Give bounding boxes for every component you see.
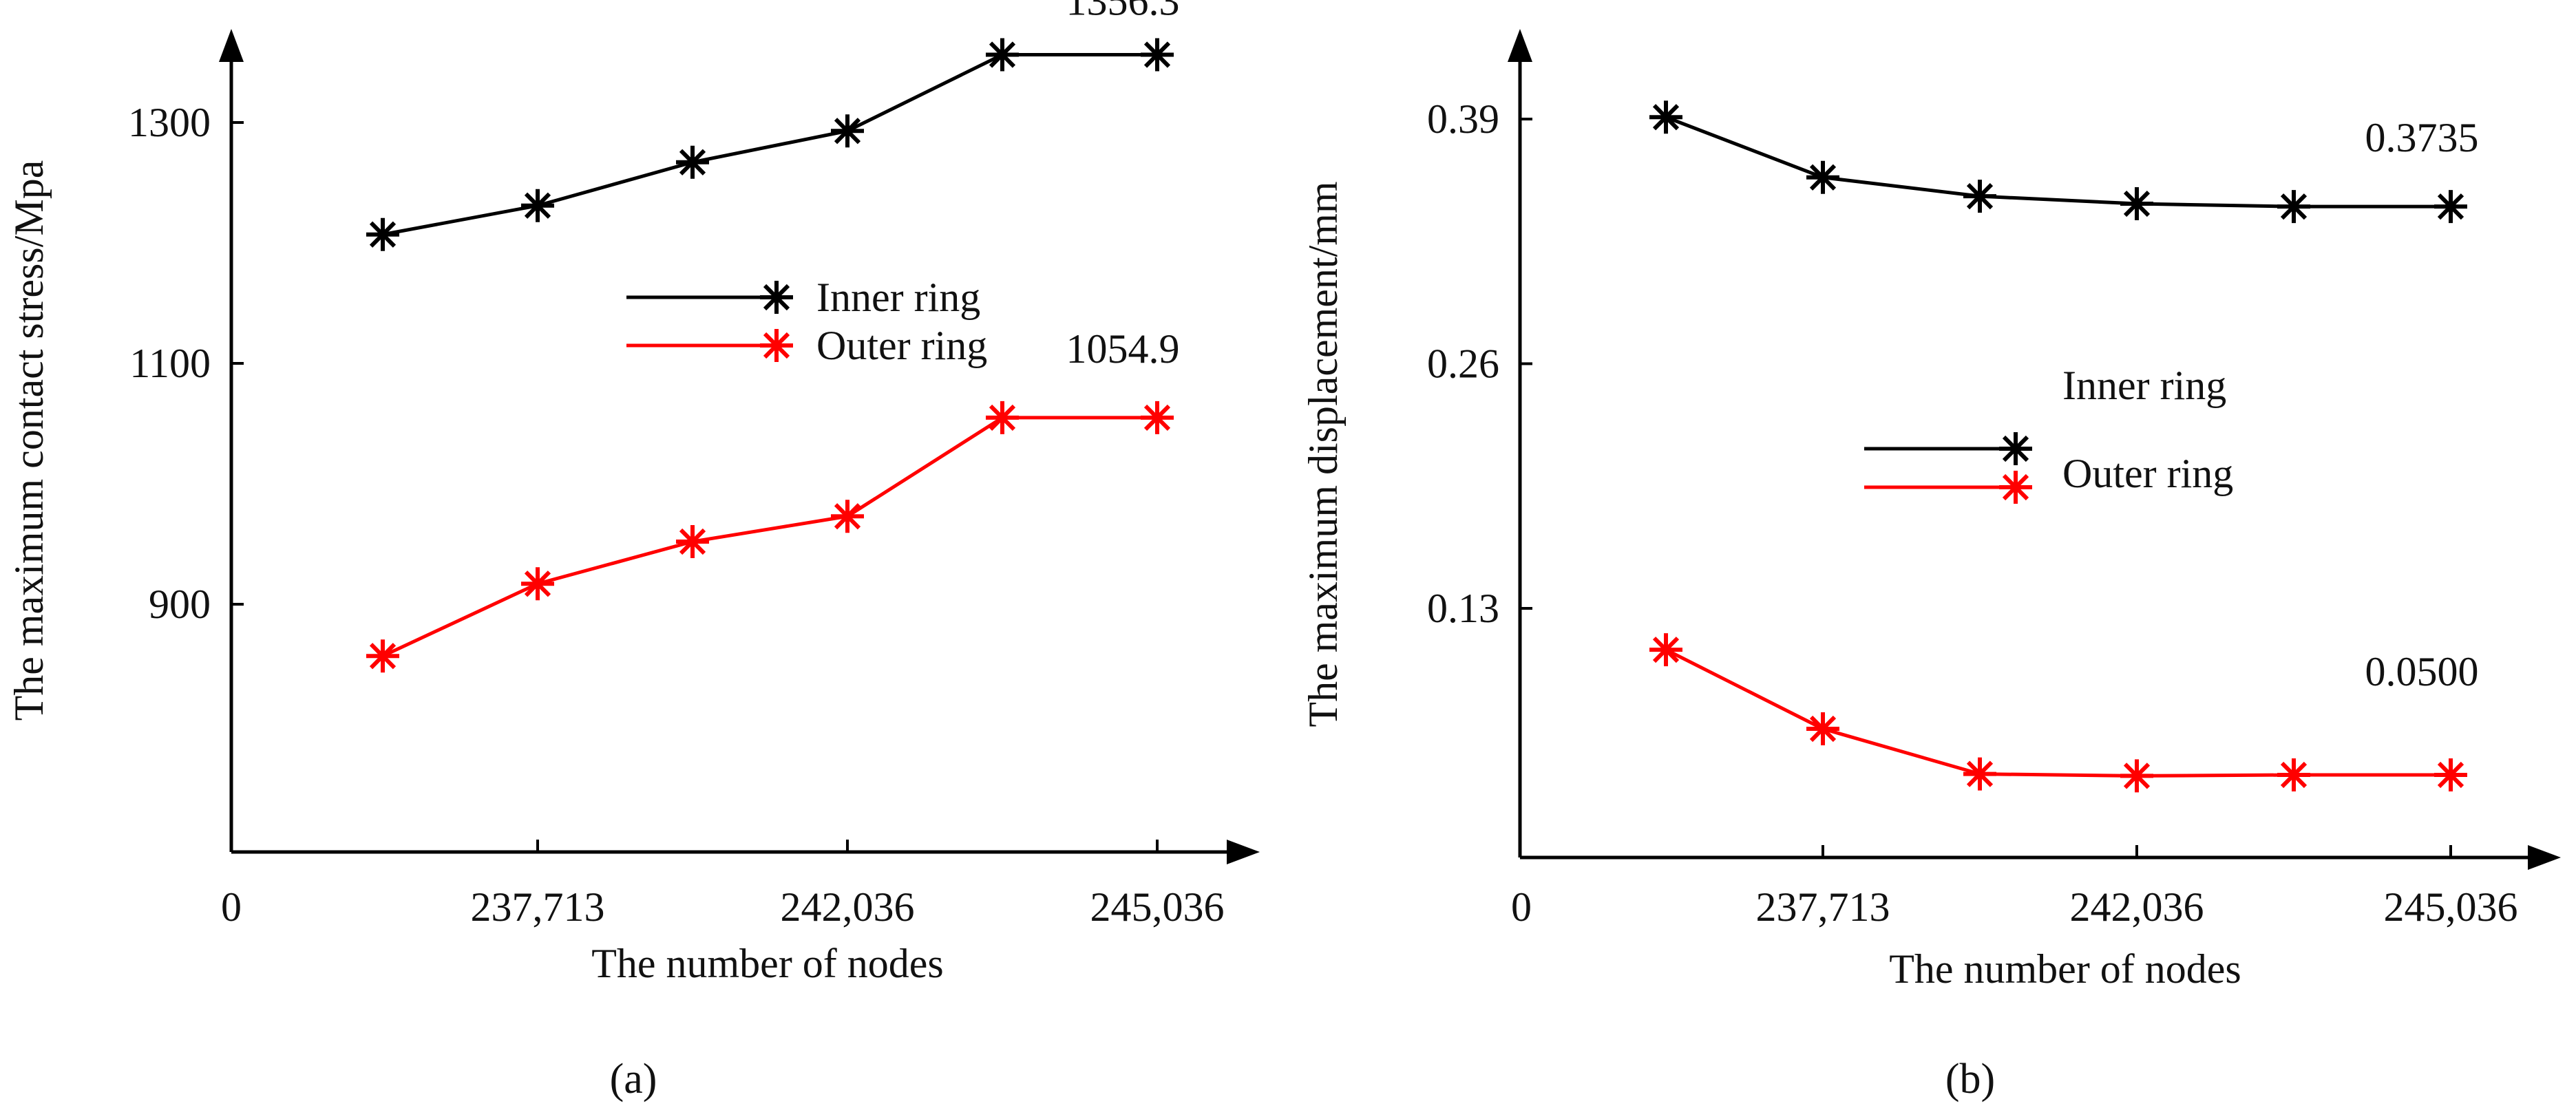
y-tick-label: 0.13 <box>1427 586 1499 631</box>
y-tick-label: 0.26 <box>1427 341 1499 387</box>
x-tick-label: 242,036 <box>781 884 915 930</box>
data-point-marker <box>676 145 709 179</box>
y-tick-label: 1300 <box>128 100 211 145</box>
legend: Inner ring Outer ring <box>1864 363 2233 504</box>
series-inner-ring <box>366 38 1174 251</box>
data-point-marker <box>1963 180 1996 213</box>
y-axis-arrow <box>219 29 244 62</box>
x-tick-label: 245,036 <box>1090 884 1225 930</box>
value-annotation: 0.0500 <box>2365 649 2479 694</box>
data-point-marker <box>2120 187 2153 221</box>
x-tick-label: 237,713 <box>1756 884 1890 930</box>
legend-label: Inner ring <box>816 275 980 320</box>
legend-marker <box>760 281 793 314</box>
x-tick-label: 245,036 <box>2384 884 2518 930</box>
data-point-marker <box>831 114 864 148</box>
data-point-marker <box>1806 712 1839 746</box>
value-annotation: 1054.9 <box>1066 326 1180 372</box>
data-point-marker <box>2277 190 2310 224</box>
legend-marker <box>1999 432 2032 465</box>
data-point-marker <box>1649 633 1682 667</box>
legend-label: Outer ring <box>816 323 987 368</box>
data-point-marker <box>521 567 554 601</box>
data-point-marker <box>521 189 554 222</box>
series-outer-ring <box>1649 633 2467 793</box>
panel-a-contact-stress-chart: 900 1100 1300 237,713 242,036 245,036 0 The num… <box>6 0 1260 1102</box>
data-point-marker <box>2277 758 2310 792</box>
x-tick-label: 242,036 <box>2070 884 2204 930</box>
y-axis-arrow <box>1508 29 1532 62</box>
series-line <box>381 416 1157 658</box>
y-tick-label: 900 <box>149 582 211 627</box>
data-point-marker <box>366 639 399 673</box>
data-point-marker <box>676 525 709 558</box>
legend-marker <box>760 329 793 362</box>
series-line <box>1665 115 2451 209</box>
data-point-marker <box>1649 100 1682 134</box>
x-origin-label: 0 <box>1511 884 1532 930</box>
y-tick-label: 0.39 <box>1427 96 1499 142</box>
legend-label: Inner ring <box>2062 363 2226 408</box>
panel-label: (a) <box>610 1056 657 1102</box>
data-point-marker <box>366 217 399 251</box>
data-point-marker <box>986 401 1019 434</box>
value-annotation: 1356.3 <box>1066 0 1180 23</box>
x-tick-label: 237,713 <box>471 884 605 930</box>
value-annotation: 0.3735 <box>2365 115 2479 160</box>
x-axis-arrow <box>2528 845 2561 870</box>
y-axis-title: The maximum contact stress/Mpa <box>6 160 52 721</box>
data-point-marker <box>2434 190 2467 224</box>
data-point-marker <box>2120 759 2153 793</box>
y-tick-label: 1100 <box>129 341 211 386</box>
data-point-marker <box>831 500 864 533</box>
panel-label: (b) <box>1945 1056 1995 1102</box>
series-line <box>382 52 1157 237</box>
data-point-marker <box>2434 758 2467 792</box>
series-outer-ring <box>366 401 1174 673</box>
data-point-marker <box>1806 160 1839 194</box>
x-axis-arrow <box>1227 840 1260 864</box>
data-point-marker <box>1141 38 1174 72</box>
legend-marker <box>1999 471 2032 504</box>
y-axis-title: The maximum displacement/mm <box>1300 181 1346 727</box>
legend-label: Outer ring <box>2062 451 2233 496</box>
x-axis-title: The number of nodes <box>1889 946 2241 992</box>
series-inner-ring <box>1649 100 2467 224</box>
data-point-marker <box>1141 401 1174 434</box>
data-point-marker <box>986 38 1019 72</box>
panel-b-displacement-chart: 0.13 0.26 0.39 237,713 242,036 245,036 0 The nu… <box>1300 29 2561 1102</box>
data-point-marker <box>1963 757 1996 791</box>
series-line <box>1665 648 2451 778</box>
x-origin-label: 0 <box>221 884 242 930</box>
x-axis-title: The number of nodes <box>591 941 944 986</box>
